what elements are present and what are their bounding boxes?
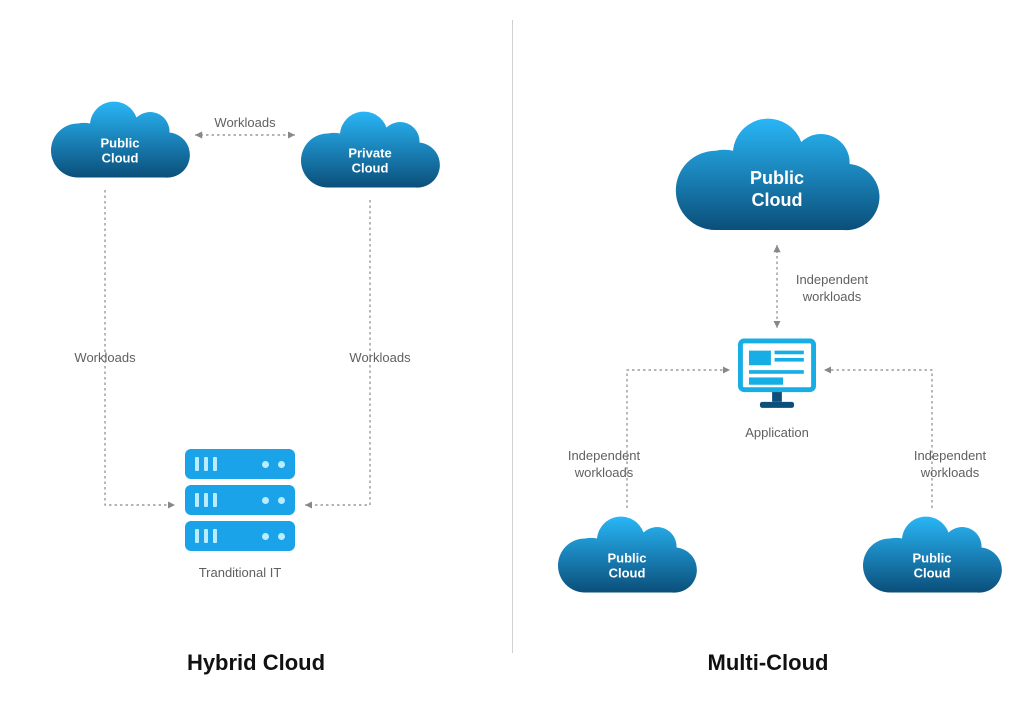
edge-label-top: Workloads [214, 115, 275, 132]
edge-label-br: Independentworkloads [895, 448, 1005, 482]
multicloud-title: Multi-Cloud [512, 650, 1024, 676]
server-caption: Tranditional IT [199, 565, 282, 582]
hybrid-cloud-panel: Public Cloud Private Cloud Wo [0, 0, 512, 723]
edge-bl-app [627, 370, 730, 508]
application-caption: Application [745, 425, 809, 442]
application-monitor-icon [738, 338, 816, 411]
edge-label-left: Workloads [74, 350, 135, 367]
edge-label-right: Workloads [349, 350, 410, 367]
private-cloud-node: Private Cloud [295, 104, 445, 197]
server-stack-icon [185, 449, 295, 551]
public-cloud-br: Public Cloud [857, 509, 1007, 602]
public-cloud-top: Public Cloud [667, 107, 887, 243]
edge-label-top: Independentworkloads [777, 272, 887, 306]
public-cloud-node: Public Cloud [45, 94, 195, 187]
edge-label-bl: Independentworkloads [549, 448, 659, 482]
hybrid-title: Hybrid Cloud [0, 650, 512, 676]
multi-cloud-panel: Public Cloud Public Cloud [512, 0, 1024, 723]
public-cloud-bl: Public Cloud [552, 509, 702, 602]
edge-public-server [105, 190, 175, 505]
edge-br-app [824, 370, 932, 508]
